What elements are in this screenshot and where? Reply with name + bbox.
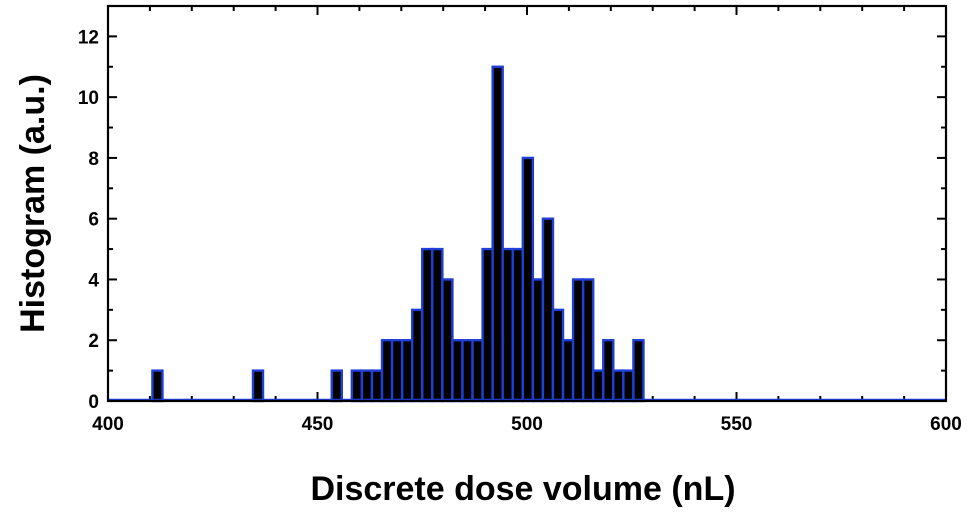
histogram-bar-11 (431, 247, 444, 403)
y-tick-labels: 0 2 4 6 8 10 12 (78, 27, 100, 413)
x-tick-label: 550 (721, 414, 753, 435)
histogram-bar-13 (451, 339, 464, 403)
histogram-bar-22 (541, 217, 555, 403)
y-tick-label: 2 (88, 331, 99, 352)
histogram-bar-18 (501, 247, 514, 403)
histogram-bar-1 (251, 369, 265, 403)
histogram-bar-12 (441, 278, 454, 403)
histogram-bar-2 (330, 369, 344, 403)
y-tick-label: 8 (88, 149, 99, 170)
histogram-bar-0 (151, 369, 164, 403)
histogram-bar-3 (350, 369, 364, 403)
y-tick-label: 12 (78, 27, 99, 48)
histogram-bar-10 (421, 247, 434, 403)
histogram-bar-9 (410, 308, 424, 403)
histogram-bar-25 (571, 278, 585, 403)
histogram-bar-27 (592, 369, 605, 403)
histogram-bar-17 (491, 65, 504, 403)
histogram-bar-30 (622, 369, 635, 403)
x-axis-label: Discrete dose volume (nL) (310, 470, 735, 508)
histogram-bar-26 (581, 278, 595, 403)
histogram-bar-15 (471, 339, 484, 403)
x-tick-label: 600 (930, 414, 962, 435)
y-tick-label: 4 (88, 270, 99, 291)
histogram-bar-28 (602, 339, 615, 403)
histogram-bar-14 (461, 339, 474, 403)
y-tick-label: 10 (78, 88, 99, 109)
histogram-bar-24 (561, 339, 575, 403)
y-axis-label: Histogram (a.u.) (14, 74, 52, 333)
histogram-bar-19 (511, 247, 525, 403)
histogram-bar-20 (521, 156, 535, 403)
histogram-bar-8 (400, 339, 414, 403)
histogram-bar-7 (390, 339, 404, 403)
histogram-bar-29 (612, 369, 625, 403)
x-tick-label: 500 (511, 414, 543, 435)
x-tick-label: 400 (92, 414, 124, 435)
x-tick-label: 450 (302, 414, 334, 435)
histogram-bar-6 (380, 339, 394, 403)
y-tick-label: 0 (88, 392, 99, 413)
plot-frame (106, 4, 948, 403)
histogram-bar-16 (481, 247, 494, 403)
histogram-bar-21 (531, 278, 545, 403)
histogram-bar-31 (632, 339, 645, 403)
y-tick-label: 6 (88, 210, 99, 231)
bars-layer (151, 65, 645, 403)
histogram-bar-23 (551, 308, 565, 403)
histogram-bar-5 (370, 369, 384, 403)
x-tick-labels: 400 450 500 550 600 (92, 414, 962, 435)
histogram-bar-4 (360, 369, 374, 403)
